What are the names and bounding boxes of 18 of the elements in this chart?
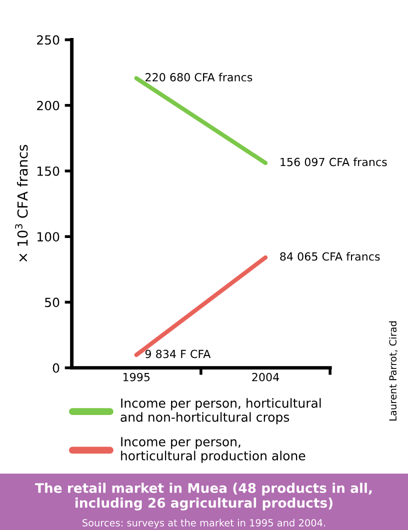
y-axis-title: × 10$^{3}$ CFA francs: [15, 144, 28, 262]
y-tick-label: 0: [52, 363, 60, 373]
annotation: 9 834 F CFA: [145, 350, 211, 358]
legend-label: Income per person, horticultural and non-horticultural crops: [120, 398, 321, 424]
y-tick-label: 200: [37, 100, 60, 110]
annotation: 156 097 CFA francs: [280, 158, 387, 166]
text: Laurent Parrot, Cirad: [389, 321, 398, 420]
y-tick-label: 150: [38, 166, 60, 176]
y-tick-label: 250: [37, 35, 60, 45]
y-tick-label: 100: [38, 232, 60, 242]
text: Sources: surveys at the market in 1995 and 2004.: [82, 518, 326, 528]
text: The retail market in Muea (48 products in all, including 26 agricultural products): [35, 482, 372, 510]
annotation: 220 680 CFA francs: [146, 72, 252, 82]
legend-label: Income per person, horticultural production alone: [121, 437, 306, 463]
annotation: 84 065 CFA francs: [280, 252, 380, 261]
x-tick-label: 1995: [123, 372, 150, 382]
x-tick-label: 2004: [252, 372, 280, 382]
y-tick-label: 50: [45, 298, 60, 308]
